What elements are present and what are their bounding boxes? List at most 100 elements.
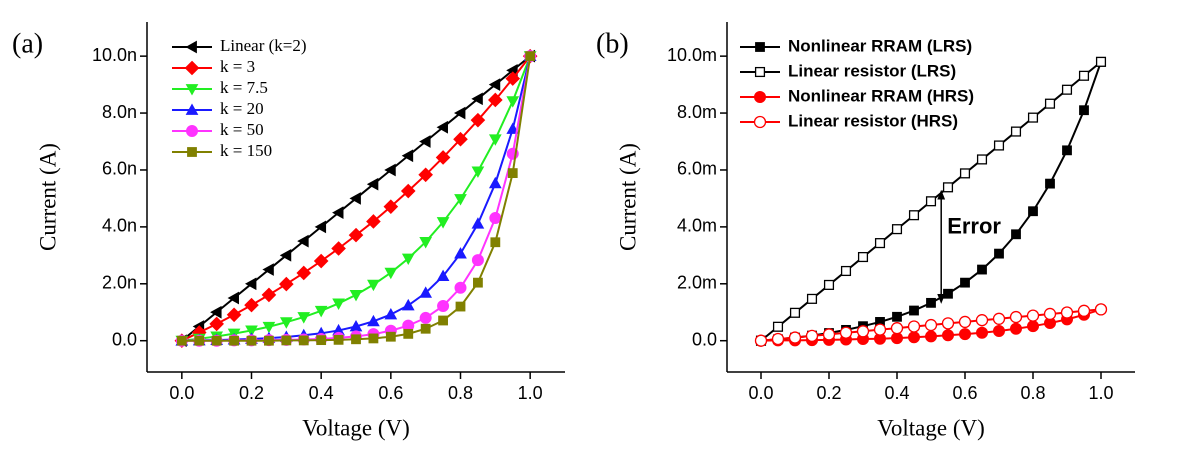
marker [401, 253, 415, 265]
marker [1045, 178, 1055, 189]
marker [245, 325, 258, 337]
marker [1010, 126, 1022, 137]
marker [453, 106, 466, 120]
marker [419, 286, 433, 298]
marker [506, 96, 520, 108]
x-tick-label: 0.4 [884, 383, 909, 403]
x-tick-label: 0.6 [952, 383, 977, 403]
marker [226, 307, 242, 323]
panel-label: (a) [12, 28, 43, 59]
marker [366, 177, 379, 191]
marker [488, 92, 503, 108]
marker [488, 78, 501, 91]
marker [454, 281, 467, 294]
legend-marker [755, 42, 765, 52]
marker [856, 325, 870, 338]
marker [873, 323, 887, 336]
marker [385, 331, 396, 342]
marker [941, 317, 955, 330]
marker [471, 92, 483, 106]
legend-marker [185, 103, 199, 115]
marker [229, 335, 239, 346]
marker [420, 323, 431, 334]
marker [264, 335, 274, 346]
marker [367, 314, 380, 327]
y-tick-label: 6.0m [677, 159, 717, 179]
marker [436, 269, 450, 282]
marker [488, 134, 502, 146]
marker [297, 234, 309, 248]
legend-label: k = 7.5 [220, 78, 268, 97]
marker [488, 176, 502, 189]
marker [959, 168, 971, 179]
legend-marker [753, 115, 767, 129]
legend-label: Nonlinear RRAM (LRS) [788, 36, 972, 55]
marker [211, 335, 222, 346]
marker [316, 335, 327, 346]
marker [1061, 84, 1073, 95]
marker [942, 329, 954, 342]
marker [1027, 112, 1039, 123]
marker [942, 182, 954, 193]
marker [754, 334, 768, 347]
marker [892, 311, 902, 322]
legend-label: Nonlinear RRAM (HRS) [788, 86, 974, 105]
marker [925, 330, 937, 343]
marker [351, 334, 361, 345]
marker [313, 253, 329, 269]
marker [788, 331, 802, 344]
marker [314, 305, 328, 318]
marker [505, 71, 521, 86]
marker [401, 149, 414, 163]
marker [194, 335, 205, 346]
marker [771, 332, 785, 346]
marker [926, 297, 936, 308]
legend-marker [187, 147, 197, 157]
y-tick-label: 2.0m [677, 273, 717, 293]
marker [1011, 229, 1021, 240]
marker [822, 328, 836, 341]
marker [1028, 206, 1038, 217]
marker [383, 199, 399, 214]
marker [959, 328, 971, 341]
annotation-text: Error [947, 214, 1001, 239]
marker [261, 287, 277, 303]
marker [418, 167, 433, 183]
marker [419, 135, 431, 148]
x-tick-label: 0.4 [309, 383, 334, 403]
marker [384, 307, 398, 320]
legend-marker [184, 60, 200, 76]
x-axis-label: Voltage (V) [302, 415, 410, 440]
y-tick-label: 2.0n [102, 273, 137, 293]
y-tick-label: 4.0m [677, 216, 717, 236]
legend-label: k = 150 [220, 141, 272, 160]
marker [805, 329, 819, 343]
marker [176, 335, 187, 346]
marker [907, 320, 921, 333]
marker [471, 166, 485, 178]
y-tick-label: 10.0n [92, 45, 137, 65]
marker [366, 214, 381, 229]
panel-label: (b) [596, 28, 629, 59]
marker [435, 150, 451, 165]
x-tick-label: 1.0 [1088, 383, 1113, 403]
marker [992, 312, 1006, 325]
marker [471, 254, 484, 267]
y-tick-label: 0.0 [692, 329, 717, 349]
marker [210, 305, 222, 319]
y-tick-label: 8.0m [677, 102, 717, 122]
marker [925, 196, 937, 207]
marker [1095, 56, 1107, 67]
marker [908, 331, 920, 344]
legend-label: Linear (k=2) [220, 36, 307, 55]
marker [349, 192, 361, 205]
marker [909, 305, 919, 316]
y-tick-label: 8.0n [102, 102, 137, 122]
marker [298, 335, 309, 346]
marker [349, 289, 363, 302]
marker [789, 307, 801, 318]
marker [314, 220, 327, 234]
x-tick-label: 0.2 [816, 383, 841, 403]
marker [976, 326, 988, 339]
marker [490, 237, 501, 248]
